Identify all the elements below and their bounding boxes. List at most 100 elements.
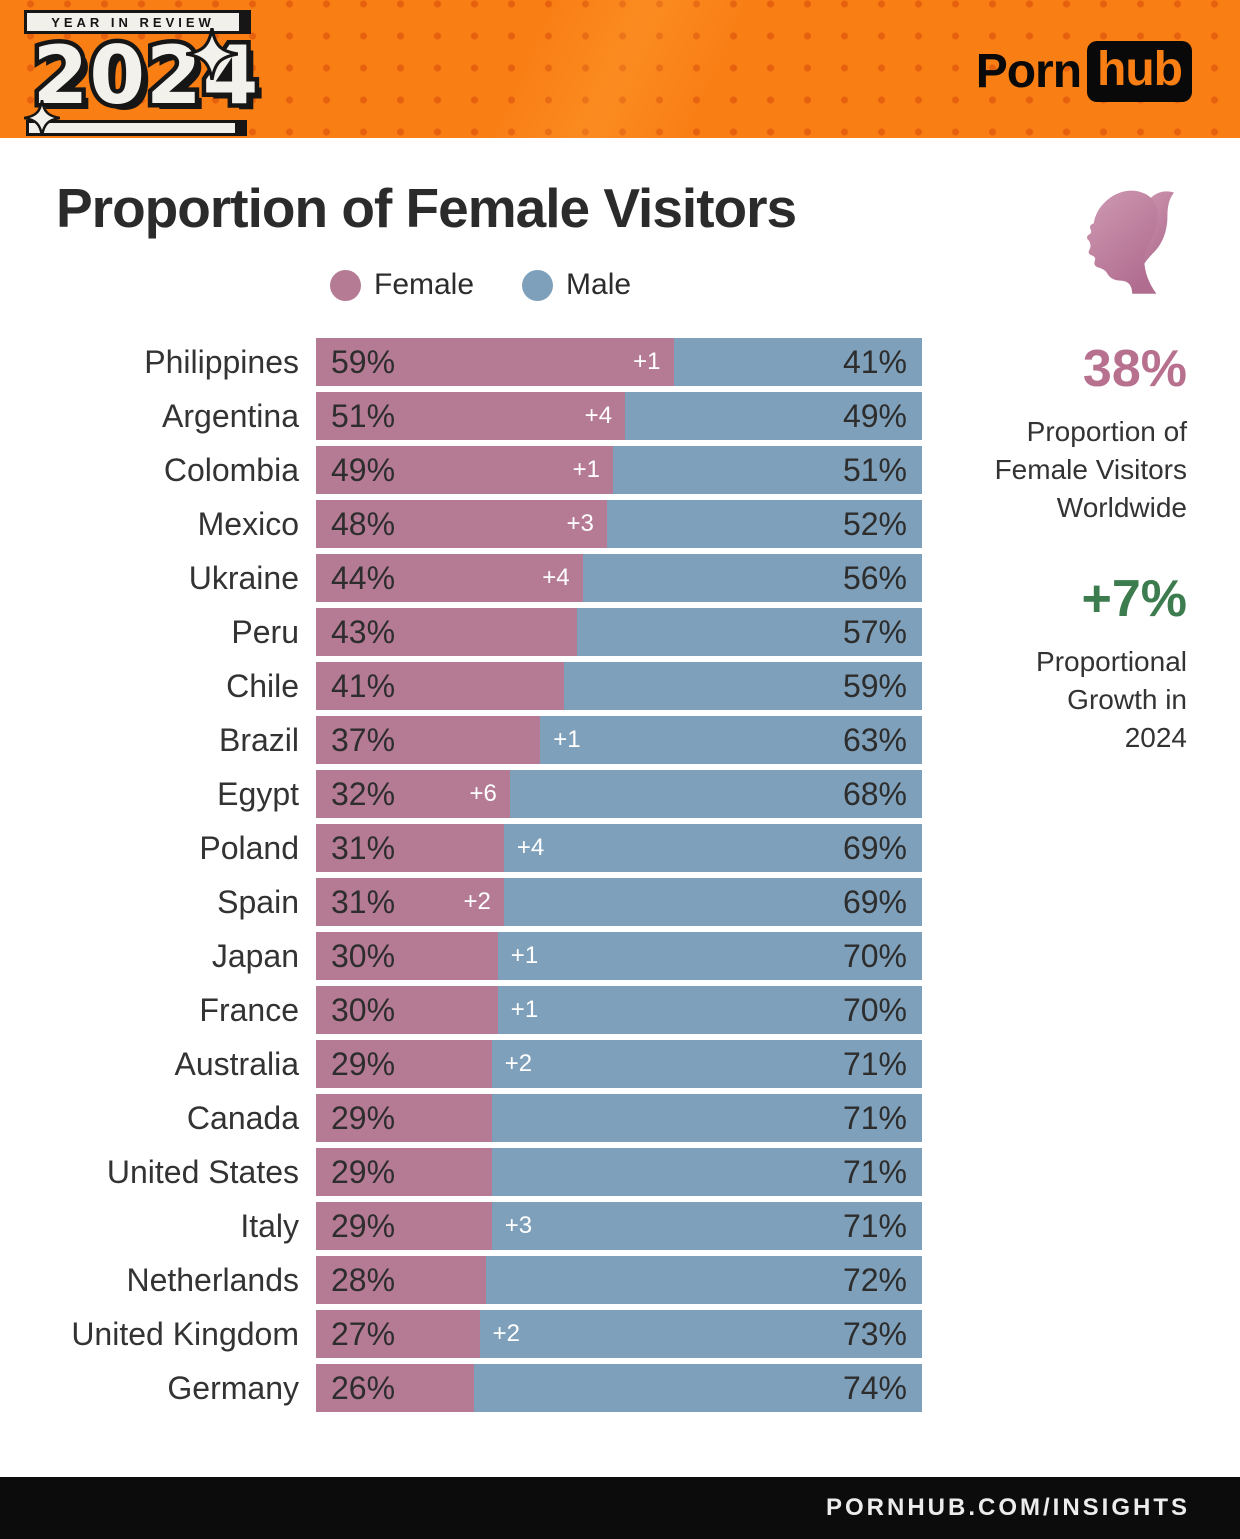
female-bar-segment: 29% bbox=[316, 1094, 492, 1142]
female-profile-icon bbox=[1087, 190, 1174, 294]
growth-badge: +4 bbox=[584, 402, 613, 429]
male-bar-segment: +1 70% bbox=[497, 986, 922, 1034]
male-bar-segment: +3 71% bbox=[491, 1202, 922, 1250]
growth-badge: +1 bbox=[510, 942, 539, 969]
male-bar-segment: +2 71% bbox=[491, 1040, 922, 1088]
chart-row-australia: Australia 29% +2 71% bbox=[0, 1040, 937, 1088]
female-bar-segment: 48% +3 bbox=[316, 500, 607, 548]
male-value-label: 49% bbox=[842, 397, 907, 434]
country-label: Canada bbox=[186, 1099, 299, 1136]
male-bar-segment: 71% bbox=[491, 1094, 922, 1142]
chart-row-argentina: Argentina 51% +4 49% bbox=[0, 392, 937, 440]
male-value-label: 52% bbox=[842, 505, 907, 542]
footer-url: PORNHUB.COM/INSIGHTS bbox=[825, 1494, 1190, 1521]
legend-item-male: Male bbox=[522, 268, 631, 302]
growth-badge: +2 bbox=[504, 1050, 533, 1077]
country-label: Argentina bbox=[162, 397, 299, 434]
female-bar-segment: 49% +1 bbox=[316, 446, 613, 494]
year-in-review-logo: YEAR IN REVIEW 2024 2024 bbox=[24, 8, 324, 136]
male-value-label: 57% bbox=[842, 613, 907, 650]
bar-track: 41% 59% bbox=[316, 662, 922, 710]
footer-bar: PORNHUB.COM/INSIGHTS bbox=[0, 1477, 1240, 1539]
male-bar-segment: 56% bbox=[582, 554, 922, 602]
female-bar-segment: 43% bbox=[316, 608, 577, 656]
bar-track: 30% +1 70% bbox=[316, 932, 922, 980]
bar-track: 29% 71% bbox=[316, 1148, 922, 1196]
pornhub-logo-hub-box: hub bbox=[1087, 40, 1192, 102]
female-value-label: 31% bbox=[331, 883, 396, 920]
male-value-label: 59% bbox=[842, 667, 907, 704]
growth-badge: +1 bbox=[510, 996, 539, 1023]
growth-badge: +2 bbox=[492, 1320, 520, 1347]
male-swatch bbox=[522, 269, 554, 301]
bar-track: 26% 74% bbox=[316, 1364, 922, 1412]
worldwide-female-pct: 38% bbox=[1082, 340, 1187, 398]
chart-row-united-kingdom: United Kingdom 27% +2 73% bbox=[0, 1310, 937, 1358]
growth-badge: +3 bbox=[566, 510, 594, 537]
pornhub-logo: Porn hub bbox=[976, 40, 1192, 102]
female-bar-segment: 31% bbox=[316, 824, 504, 872]
year-in-review-badge-label: YEAR IN REVIEW bbox=[51, 14, 215, 30]
country-label: Brazil bbox=[218, 721, 299, 758]
legend-label-female: Female bbox=[374, 268, 475, 301]
female-value-label: 49% bbox=[331, 451, 396, 488]
male-value-label: 68% bbox=[842, 775, 907, 812]
chart-row-peru: Peru 43% 57% bbox=[0, 608, 937, 656]
country-label: Italy bbox=[240, 1207, 299, 1244]
country-label: Colombia bbox=[163, 451, 299, 488]
country-label: Germany bbox=[167, 1369, 299, 1406]
male-value-label: 71% bbox=[842, 1207, 907, 1244]
female-swatch bbox=[330, 269, 361, 301]
header-banner: YEAR IN REVIEW 2024 2024 Porn hub bbox=[0, 0, 1240, 138]
bar-track: 31% +4 69% bbox=[316, 824, 922, 872]
female-bar-segment: 31% +2 bbox=[316, 878, 504, 926]
male-bar-segment: 49% bbox=[625, 392, 922, 440]
male-bar-segment: 59% bbox=[564, 662, 922, 710]
year-in-review-badge: YEAR IN REVIEW bbox=[24, 10, 242, 34]
female-bar-segment: 51% +4 bbox=[316, 392, 626, 440]
male-bar-segment: 72% bbox=[485, 1256, 922, 1304]
male-bar-segment: 69% bbox=[503, 878, 922, 926]
bar-track: 44% +4 56% bbox=[316, 554, 922, 602]
male-value-label: 71% bbox=[842, 1099, 907, 1136]
bar-track: 48% +3 52% bbox=[316, 500, 922, 548]
male-value-label: 51% bbox=[842, 451, 907, 488]
pornhub-logo-hub: hub bbox=[1097, 42, 1183, 96]
bar-track: 37% +1 63% bbox=[316, 716, 922, 764]
growth-caption-line: Proportional bbox=[1036, 646, 1187, 677]
sparkle-star-icon bbox=[186, 28, 238, 80]
female-value-label: 26% bbox=[331, 1369, 396, 1406]
chart-legend: Female Male bbox=[330, 268, 631, 302]
bar-track: 29% 71% bbox=[316, 1094, 922, 1142]
chart-row-united-states: United States 29% 71% bbox=[0, 1148, 937, 1196]
year-2024-outline: 2024 bbox=[28, 25, 263, 126]
chart-row-france: France 30% +1 70% bbox=[0, 986, 937, 1034]
sparkle-star-icon bbox=[24, 100, 60, 136]
worldwide-caption: Proportion of Female Visitors Worldwide bbox=[955, 413, 1187, 527]
bar-track: 59% +1 41% bbox=[316, 338, 922, 386]
chart-row-canada: Canada 29% 71% bbox=[0, 1094, 937, 1142]
female-value-label: 37% bbox=[331, 721, 396, 758]
male-value-label: 71% bbox=[842, 1153, 907, 1190]
female-value-label: 31% bbox=[331, 829, 396, 866]
chart-row-colombia: Colombia 49% +1 51% bbox=[0, 446, 937, 494]
female-bar-segment: 26% bbox=[316, 1364, 474, 1412]
female-bar-segment: 30% bbox=[316, 986, 498, 1034]
male-value-label: 72% bbox=[842, 1261, 907, 1298]
female-value-label: 41% bbox=[331, 667, 396, 704]
female-bar-segment: 29% bbox=[316, 1148, 492, 1196]
growth-badge: +1 bbox=[572, 456, 600, 483]
growth-caption-line: 2024 bbox=[1124, 722, 1187, 753]
female-value-label: 29% bbox=[331, 1153, 396, 1190]
chart-row-philippines: Philippines 59% +1 41% bbox=[0, 338, 937, 386]
growth-badge: +4 bbox=[542, 564, 570, 591]
male-bar-segment: +2 73% bbox=[479, 1310, 922, 1358]
country-label: Japan bbox=[211, 937, 299, 974]
male-bar-segment: 41% bbox=[673, 338, 922, 386]
bar-track: 43% 57% bbox=[316, 608, 922, 656]
male-value-label: 70% bbox=[842, 937, 907, 974]
page-title: Proportion of Female Visitors bbox=[56, 177, 797, 239]
growth-badge: +4 bbox=[516, 834, 545, 861]
male-value-label: 70% bbox=[842, 991, 907, 1028]
